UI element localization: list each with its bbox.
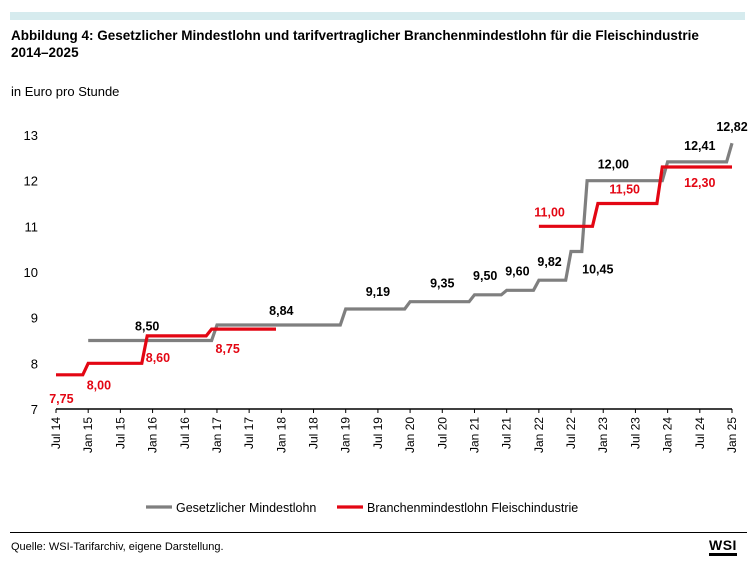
x-tick-label: Jul 14 — [49, 417, 63, 449]
x-tick-label: Jul 17 — [242, 417, 256, 449]
y-tick-label: 8 — [31, 356, 38, 371]
x-tick-label: Jul 24 — [693, 417, 707, 449]
data-label: 9,19 — [366, 285, 390, 299]
x-tick-label: Jul 20 — [435, 417, 449, 449]
data-label: 12,41 — [684, 139, 715, 153]
chart-title: Abbildung 4: Gesetzlicher Mindestlohn un… — [11, 28, 699, 60]
x-tick-label: Jul 21 — [500, 417, 514, 449]
data-label: 10,45 — [582, 262, 613, 276]
x-tick-label: Jan 23 — [596, 417, 610, 453]
data-label: 7,75 — [49, 392, 73, 406]
wsi-logo: WSI — [709, 538, 737, 556]
x-tick-label: Jul 16 — [178, 417, 192, 449]
data-label: 8,00 — [87, 378, 111, 392]
data-label: 12,30 — [684, 176, 715, 190]
header-accent-bar — [10, 12, 745, 20]
step-line-chart: 7 8 9 10 11 12 13 Jul 14 Jan 15 Jul 15 Jan 16 Jul 1… — [24, 120, 748, 515]
x-tick-label: Jan 20 — [403, 417, 417, 453]
legend-label: Gesetzlicher Mindestlohn — [176, 501, 316, 515]
y-tick-label: 12 — [24, 174, 38, 189]
data-label: 8,60 — [146, 351, 170, 365]
chart-subtitle: in Euro pro Stunde — [11, 84, 120, 99]
x-tick-label: Jan 25 — [725, 417, 739, 453]
x-tick-label: Jan 15 — [81, 417, 95, 453]
x-tick-label: Jul 15 — [113, 417, 127, 449]
x-tick-label: Jul 22 — [564, 417, 578, 449]
data-label: 11,00 — [534, 205, 565, 219]
data-label: 12,00 — [598, 158, 629, 172]
legend-label: Branchenmindestlohn Fleischindustrie — [367, 501, 578, 515]
data-label: 9,35 — [430, 277, 454, 291]
y-tick-label: 11 — [25, 219, 39, 234]
source-divider — [10, 532, 747, 533]
x-tick-label: Jan 17 — [210, 417, 224, 453]
series-line-branche — [56, 165, 732, 377]
y-tick-label: 9 — [31, 311, 38, 326]
x-tick-label: Jan 19 — [339, 417, 353, 453]
x-tick-label: Jul 19 — [371, 417, 385, 449]
data-label: 9,60 — [505, 264, 529, 278]
y-tick-label: 7 — [31, 402, 38, 417]
x-tick-label: Jan 24 — [661, 417, 675, 453]
x-tick-label: Jan 21 — [467, 417, 481, 453]
x-tick-label: Jan 18 — [274, 417, 288, 453]
data-label: 8,84 — [269, 304, 293, 318]
data-label: 11,50 — [609, 183, 640, 197]
data-label: 9,82 — [537, 255, 561, 269]
x-tick-label: Jan 22 — [532, 417, 546, 453]
data-label: 12,82 — [716, 120, 747, 134]
data-label: 8,75 — [216, 342, 240, 356]
data-label: 9,50 — [473, 269, 497, 283]
data-label: 8,50 — [135, 320, 159, 334]
y-tick-label: 10 — [24, 265, 38, 280]
x-tick-label: Jul 23 — [628, 417, 642, 449]
x-tick-label: Jul 18 — [307, 417, 321, 449]
series-line-gesetzlich — [88, 142, 734, 343]
source-note: Quelle: WSI-Tarifarchiv, eigene Darstell… — [11, 541, 224, 553]
x-tick-label: Jan 16 — [146, 417, 160, 453]
y-tick-label: 13 — [24, 128, 38, 143]
